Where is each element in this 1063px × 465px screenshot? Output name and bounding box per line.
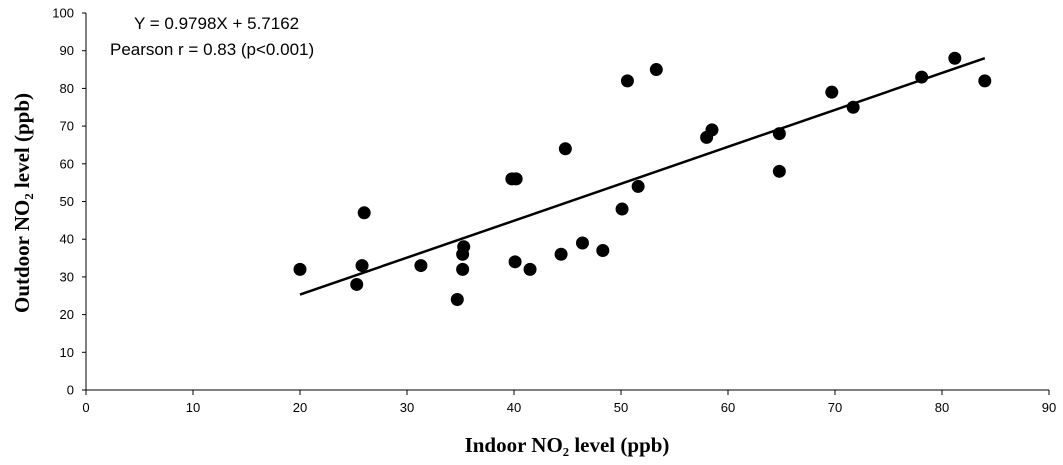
- data-point: [649, 63, 663, 77]
- equation-annotation: Y = 0.9798X + 5.7162: [134, 14, 299, 33]
- data-point: [631, 179, 645, 193]
- data-point: [450, 293, 464, 307]
- y-tick-label: 0: [67, 383, 74, 398]
- y-tick-label: 60: [60, 156, 74, 171]
- y-tick-label: 80: [60, 81, 74, 96]
- regression-line: [299, 56, 986, 296]
- data-point: [705, 123, 719, 137]
- y-tick-label: 20: [60, 307, 74, 322]
- data-point: [523, 262, 537, 276]
- data-point: [620, 74, 634, 88]
- data-point: [596, 244, 610, 258]
- y-tick-label: 70: [60, 119, 74, 134]
- data-point: [554, 247, 568, 261]
- data-points: [293, 51, 992, 307]
- data-point: [293, 262, 307, 276]
- ticks: 0 10 20 30 40 50 60 70 80 90 0 10 20 30 40 50 60 70 80 90 10…: [52, 6, 1056, 416]
- y-tick-label: 40: [60, 232, 74, 247]
- y-tick-label: 10: [60, 345, 74, 360]
- data-point: [509, 172, 523, 186]
- x-tick-label: 0: [82, 400, 89, 415]
- x-tick-label: 90: [1042, 400, 1056, 415]
- x-tick-label: 60: [721, 400, 735, 415]
- y-tick-label: 50: [60, 194, 74, 209]
- y-tick-label: 30: [60, 269, 74, 284]
- data-point: [508, 255, 522, 269]
- data-point: [357, 206, 371, 220]
- y-axis-title: Outdoor NO₂ level (ppb): [10, 93, 34, 313]
- data-point: [772, 164, 786, 178]
- data-point: [456, 262, 470, 276]
- x-tick-label: 70: [828, 400, 842, 415]
- x-tick-label: 80: [935, 400, 949, 415]
- x-tick-label: 30: [400, 400, 414, 415]
- data-point: [350, 277, 364, 291]
- data-point: [457, 240, 471, 254]
- data-point: [414, 259, 428, 273]
- y-tick-label: 90: [60, 43, 74, 58]
- data-point: [948, 51, 962, 65]
- data-point: [355, 259, 369, 273]
- data-point: [558, 142, 572, 156]
- data-point: [575, 236, 589, 250]
- data-point: [615, 202, 629, 216]
- x-tick-label: 50: [614, 400, 628, 415]
- x-tick-label: 20: [293, 400, 307, 415]
- pearson-annotation: Pearson r = 0.83 (p<0.001): [110, 40, 314, 59]
- data-point: [825, 85, 839, 99]
- data-point: [978, 74, 992, 88]
- x-tick-label: 40: [507, 400, 521, 415]
- x-tick-label: 10: [186, 400, 200, 415]
- regression-line-group: [299, 56, 986, 296]
- y-tick-label: 100: [52, 6, 74, 21]
- x-axis-title: Indoor NO₂ level (ppb): [465, 433, 670, 457]
